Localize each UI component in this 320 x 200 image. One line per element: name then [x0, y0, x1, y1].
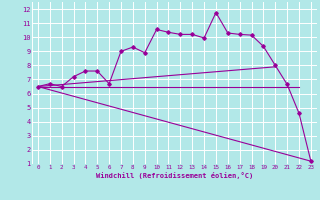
X-axis label: Windchill (Refroidissement éolien,°C): Windchill (Refroidissement éolien,°C): [96, 172, 253, 179]
